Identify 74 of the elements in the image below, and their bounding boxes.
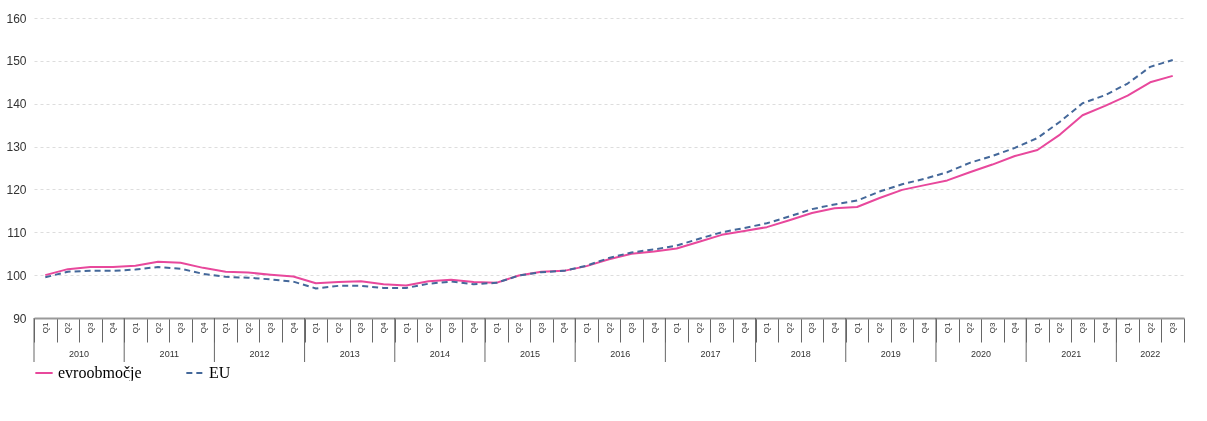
x-tick-label: Q4 [739, 321, 749, 334]
x-tick-label: Q3 [807, 321, 817, 334]
x-tick-label: Q1 [672, 321, 682, 334]
x-tick-label: Q1 [1123, 321, 1133, 334]
text: 2022 [1140, 349, 1161, 359]
x-tick-label: Q3 [85, 321, 95, 334]
text: 2010 [69, 349, 90, 359]
x-tick-label: Q4 [469, 321, 479, 334]
y-tick-label: 150 [6, 54, 27, 69]
x-tick-label: Q4 [379, 321, 389, 334]
text: 2018 [790, 349, 811, 359]
text: 2019 [880, 349, 901, 359]
x-tick-label: Q2 [1055, 321, 1065, 334]
x-tick-label: Q3 [897, 321, 907, 334]
x-tick-label: Q4 [198, 321, 208, 334]
x-tick-label: Q3 [987, 321, 997, 334]
x-tick-label: Q2 [333, 321, 343, 334]
x-tick-label: Q3 [1078, 321, 1088, 334]
x-tick-label: Q3 [176, 321, 186, 334]
y-tick-label: 90 [13, 311, 27, 326]
x-tick-label: Q2 [153, 321, 163, 334]
x-tick-label: Q1 [40, 321, 50, 334]
x-tick-label: Q4 [829, 321, 839, 334]
x-tick-label: Q3 [356, 321, 366, 334]
x-tick-label: Q2 [784, 321, 794, 334]
x-tick-label: Q2 [243, 321, 253, 334]
x-tick-label: Q3 [627, 321, 637, 334]
text: 2012 [249, 349, 270, 359]
text: 2014 [429, 349, 450, 359]
y-tick-label: 140 [6, 97, 27, 112]
x-tick-label: Q3 [1168, 321, 1178, 334]
x-tick-label: Q4 [288, 321, 298, 334]
x-tick-label: Q1 [311, 321, 321, 334]
x-tick-label: Q4 [649, 321, 659, 334]
y-tick-label: 120 [6, 182, 27, 197]
x-tick-label: Q2 [604, 321, 614, 334]
x-tick-label: Q1 [762, 321, 772, 334]
x-tick-label: Q1 [852, 321, 862, 334]
x-tick-label: Q2 [875, 321, 885, 334]
x-tick-label: Q1 [401, 321, 411, 334]
text: 2021 [1061, 349, 1082, 359]
text: 2020 [971, 349, 992, 359]
x-tick-label: Q1 [221, 321, 231, 334]
x-tick-label: Q1 [130, 321, 140, 334]
legend-label: EU [209, 364, 231, 381]
x-tick-label: Q4 [920, 321, 930, 334]
x-tick-label: Q4 [1010, 321, 1020, 334]
x-tick-label: Q4 [559, 321, 569, 334]
x-tick-label: Q3 [717, 321, 727, 334]
x-tick-label: Q2 [424, 321, 434, 334]
x-tick-label: Q2 [694, 321, 704, 334]
x-tick-label: Q3 [266, 321, 276, 334]
x-tick-label: Q1 [491, 321, 501, 334]
x-tick-label: Q2 [63, 321, 73, 334]
x-tick-label: Q4 [108, 321, 118, 334]
x-tick-label: Q2 [514, 321, 524, 334]
x-tick-label: Q3 [536, 321, 546, 334]
x-tick-label: Q2 [965, 321, 975, 334]
x-tick-label: Q1 [581, 321, 591, 334]
text: 2017 [700, 349, 721, 359]
y-tick-label: 100 [6, 268, 27, 283]
y-tick-label: 130 [6, 140, 27, 155]
text: 2013 [339, 349, 360, 359]
y-tick-label: 160 [6, 11, 27, 26]
text: 2016 [610, 349, 631, 359]
y-tick-label: 110 [7, 225, 27, 240]
x-tick-label: Q1 [942, 321, 952, 334]
x-tick-label: Q2 [1145, 321, 1155, 334]
text: 2011 [159, 349, 179, 359]
legend-label: evroobmočje [58, 364, 142, 382]
x-tick-label: Q1 [1032, 321, 1042, 334]
text: 2015 [520, 349, 541, 359]
x-tick-label: Q4 [1100, 321, 1110, 334]
x-tick-label: Q3 [446, 321, 456, 334]
